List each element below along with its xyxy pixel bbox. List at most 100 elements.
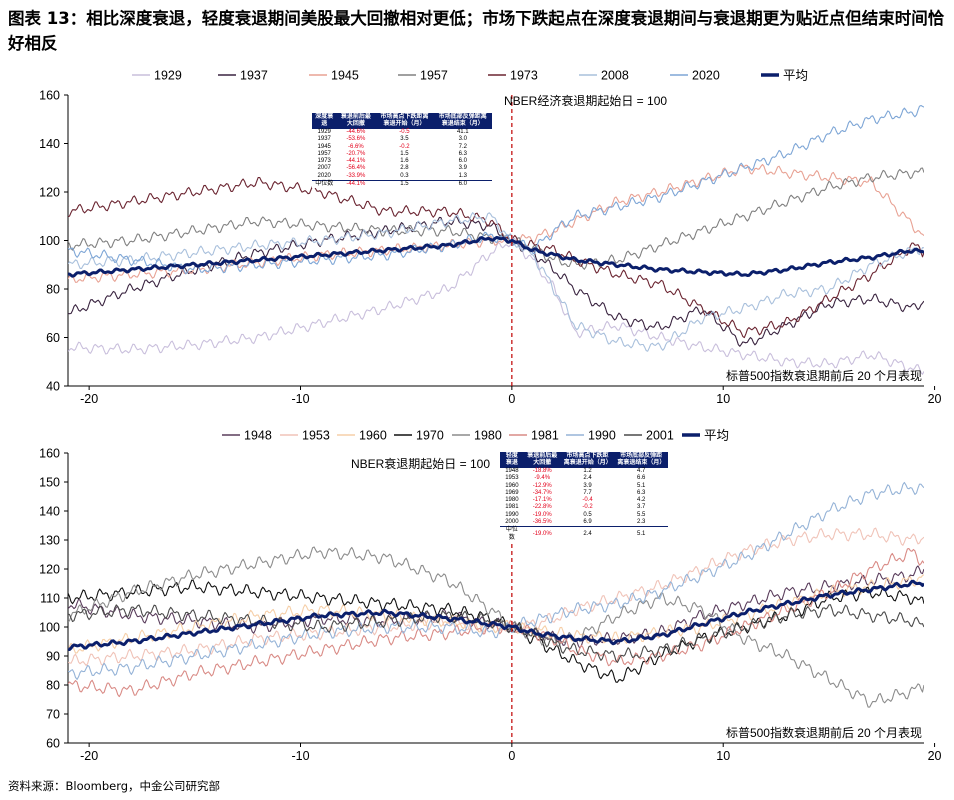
table-cell: 1.2 (583, 468, 592, 474)
table-cell: 1945 (317, 143, 331, 150)
table-cell: -12.9% (532, 482, 552, 489)
table-cell: -0.5 (399, 129, 410, 135)
table-cell: 1969 (505, 489, 519, 496)
table-header: 市场高点下跌距离衰退开始（月） (560, 452, 615, 468)
table-row: 2020 -33.9% 0.3 1.3 (312, 173, 492, 181)
legend: 1929 1937 1945 1957 1973 2008 2020 平均 (132, 69, 808, 83)
legend-label-1960: 1960 (359, 429, 387, 443)
table-cell: 1.5 (375, 180, 434, 189)
series-line-平均 (68, 579, 924, 651)
x-tick-label: -10 (291, 392, 309, 406)
table-cell: 1973 (317, 158, 331, 165)
table-cell: -18.8% (532, 468, 552, 474)
legend: 1948 1953 1960 1970 1980 1981 1990 2001 平均 (222, 429, 729, 443)
source-note: 资料来源：Bloomberg，中金公司研究部 (8, 779, 221, 793)
table-row: 1960 -12.9% 3.9 5.1 (500, 483, 668, 490)
table-cell: -0.4 (582, 497, 593, 504)
table-cell: -6.6% (348, 143, 364, 150)
table-header: 市场底部反弹距离衰退结束（月） (433, 113, 492, 129)
table-cell: 5.1 (636, 482, 646, 489)
table-row: 1980 -17.1% -0.4 4.2 (500, 497, 668, 504)
table-cell: 41.1 (456, 129, 469, 135)
table-cell: -44.1% (346, 158, 366, 165)
chart-footnote: 标普500指数衰退期前后 20 个月表现 (726, 725, 922, 740)
table-cell: 6.9 (583, 519, 592, 526)
x-tick-label: 20 (928, 392, 942, 406)
series-line-2020 (68, 104, 924, 275)
table-median-row: 中位数 -19.0% 2.4 5.1 (500, 526, 668, 542)
y-tick-label: 130 (39, 534, 60, 548)
legend-label-平均: 平均 (704, 429, 729, 443)
y-tick-label: 80 (46, 283, 60, 297)
legend-label-1980: 1980 (474, 429, 502, 443)
legend-label-1937: 1937 (240, 69, 268, 83)
table-cell: -44.6% (346, 129, 366, 135)
chart-footnote: 标普500指数衰退期前后 20 个月表现 (726, 368, 922, 383)
legend-label-1990: 1990 (588, 429, 616, 443)
chart-annotation: NBER经济衰退期起始日 = 100 (504, 93, 667, 108)
table-cell: -0.2 (582, 504, 593, 511)
table-cell: -19.0% (532, 511, 552, 518)
table-cell: 2007 (317, 165, 331, 172)
x-tick-label: 10 (716, 392, 730, 406)
y-tick-label: 80 (46, 679, 60, 693)
table-cell: 6.3 (458, 150, 467, 157)
table-cell: 0.5 (583, 511, 592, 518)
table-cell: 1990 (505, 511, 519, 518)
series-line-1970 (68, 579, 924, 683)
table-row: 1945 -6.6% -0.2 7.2 (312, 144, 492, 151)
series-line-2008 (68, 212, 924, 352)
chart-mild-recession: 1948 1953 1960 1970 1980 1981 1990 2001 平均607080… (39, 429, 942, 764)
table-cell: 1937 (317, 136, 331, 143)
table-cell: 1.5 (400, 150, 409, 157)
table-row: 2007 -56.4% 2.8 3.9 (312, 165, 492, 172)
x-tick-label: 0 (508, 392, 515, 406)
figure-title: 图表 13：相比深度衰退，轻度衰退期间美股最大回撤相对更低；市场下跌起点在深度衰… (8, 9, 945, 53)
table-cell: 1929 (317, 129, 331, 135)
table-cell: 2.8 (400, 165, 409, 172)
x-tick-label: -20 (80, 749, 98, 763)
table-cell: 2000 (505, 519, 519, 526)
series-line-1960 (68, 574, 924, 654)
table-cell: 7.2 (458, 143, 467, 150)
table-cell: 6.6 (636, 475, 646, 482)
series-line-1980 (68, 546, 924, 708)
deep-recession-table: 深度衰退 衰退前后最大回撤 市场高点下跌距离衰退开始（月） 市场底部反弹距离衰退结束（… (312, 113, 492, 189)
table-cell: 3.9 (458, 165, 467, 172)
table-cell: 3.5 (400, 136, 409, 143)
table-cell: -56.4% (346, 165, 366, 172)
legend-label-1929: 1929 (154, 69, 182, 83)
table-cell: -0.2 (399, 143, 410, 150)
series-line-1973 (68, 176, 924, 339)
table-row: 1937 -53.6% 3.5 3.0 (312, 136, 492, 143)
table-cell: -20.7% (346, 150, 366, 157)
legend-label-1953: 1953 (302, 429, 330, 443)
table-cell: 7.7 (583, 489, 592, 496)
table-cell: 1.3 (458, 172, 467, 179)
table-cell: -17.1% (532, 497, 552, 504)
table-cell: 4.7 (636, 468, 646, 474)
table-header: 市场高点下跌距离衰退开始（月） (375, 113, 434, 129)
table-row: 1969 -34.7% 7.7 6.3 (500, 490, 668, 497)
legend-label-平均: 平均 (783, 69, 808, 83)
table-cell: 1981 (505, 504, 519, 511)
y-tick-label: 140 (39, 505, 60, 519)
table-header: 深度衰退 (312, 113, 337, 129)
y-tick-label: 160 (39, 89, 60, 103)
table-cell: 3.0 (458, 136, 467, 143)
series-line-平均 (68, 235, 924, 278)
table-cell: 1953 (505, 475, 519, 482)
table-row: 1957 -20.7% 1.5 6.3 (312, 151, 492, 158)
y-tick-label: 40 (46, 380, 60, 394)
y-tick-label: 60 (46, 331, 60, 345)
table-cell: 5.5 (636, 511, 646, 518)
table-cell: 5.1 (614, 526, 668, 542)
x-tick-label: -10 (291, 749, 309, 763)
y-tick-label: 110 (40, 592, 60, 606)
table-row: 1981 -22.8% -0.2 3.7 (500, 504, 668, 511)
table-cell: 中位数 (500, 526, 524, 542)
legend-label-2020: 2020 (692, 69, 720, 83)
x-tick-label: 20 (928, 749, 942, 763)
table-cell: 6.0 (433, 180, 492, 189)
legend-label-2001: 2001 (646, 429, 674, 443)
